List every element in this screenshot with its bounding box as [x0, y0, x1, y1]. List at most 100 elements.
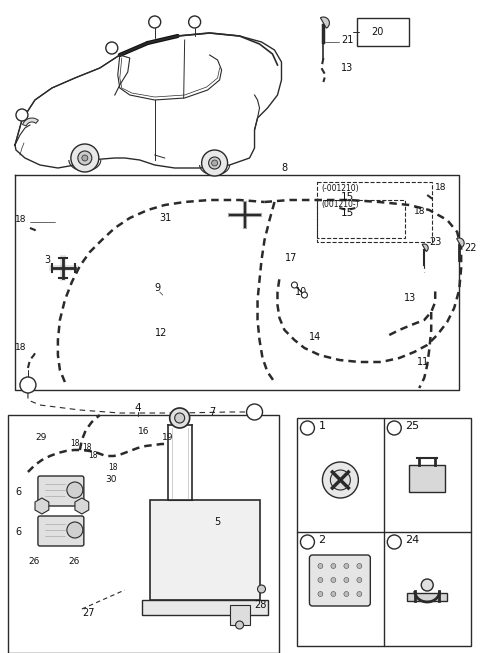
Circle shape: [301, 292, 307, 298]
Text: 18: 18: [15, 215, 26, 225]
Text: d: d: [192, 18, 197, 27]
Circle shape: [318, 564, 323, 569]
Text: 18: 18: [435, 183, 447, 193]
Bar: [150, 500, 260, 600]
Circle shape: [318, 577, 323, 582]
Text: 21: 21: [341, 35, 354, 45]
Text: 24: 24: [405, 535, 420, 545]
Text: 29: 29: [35, 434, 46, 443]
Text: 2: 2: [318, 535, 325, 545]
Circle shape: [258, 585, 265, 593]
Text: (001210-): (001210-): [322, 200, 359, 208]
Text: 13: 13: [404, 293, 417, 303]
Text: 5: 5: [215, 517, 221, 527]
Text: 10: 10: [294, 287, 307, 297]
Circle shape: [149, 16, 161, 28]
Circle shape: [323, 462, 359, 498]
Circle shape: [330, 470, 350, 490]
Text: 22: 22: [464, 243, 477, 253]
Text: 19: 19: [162, 434, 173, 443]
Circle shape: [212, 160, 217, 166]
Circle shape: [20, 377, 36, 393]
Circle shape: [82, 155, 88, 161]
Text: 26: 26: [68, 558, 79, 567]
Circle shape: [170, 408, 190, 428]
Circle shape: [209, 157, 221, 169]
Circle shape: [344, 592, 349, 596]
Text: 31: 31: [160, 213, 172, 223]
Circle shape: [344, 577, 349, 582]
Text: 18: 18: [414, 208, 426, 217]
Text: 17: 17: [285, 253, 297, 263]
Circle shape: [189, 16, 201, 28]
Wedge shape: [321, 17, 329, 28]
Text: 1: 1: [318, 421, 325, 431]
Text: 18: 18: [108, 464, 117, 473]
Text: b: b: [109, 44, 114, 52]
FancyBboxPatch shape: [310, 555, 371, 606]
Text: 18: 18: [70, 439, 79, 447]
Bar: [142, 600, 267, 615]
Polygon shape: [407, 593, 447, 601]
Text: 6: 6: [15, 487, 21, 497]
Text: a: a: [305, 424, 310, 432]
Circle shape: [202, 150, 228, 176]
Text: 3: 3: [44, 255, 50, 265]
Circle shape: [331, 564, 336, 569]
Text: 25: 25: [405, 421, 420, 431]
Circle shape: [78, 151, 92, 165]
Text: c: c: [305, 537, 310, 547]
Text: 4: 4: [134, 403, 141, 413]
Bar: [298, 418, 471, 646]
Text: 13: 13: [341, 63, 354, 73]
Text: 27: 27: [82, 608, 95, 618]
Bar: [357, 18, 409, 46]
FancyBboxPatch shape: [38, 476, 84, 506]
Circle shape: [331, 577, 336, 582]
Polygon shape: [75, 498, 89, 514]
Bar: [229, 605, 250, 625]
Text: b: b: [392, 424, 397, 432]
Wedge shape: [23, 118, 38, 126]
Bar: [317, 200, 405, 238]
Text: a: a: [20, 110, 24, 119]
Text: 18: 18: [15, 343, 26, 351]
Circle shape: [421, 579, 433, 591]
Circle shape: [236, 621, 243, 629]
Circle shape: [357, 564, 362, 569]
Polygon shape: [409, 465, 445, 492]
Text: 15: 15: [341, 192, 354, 202]
Text: 18: 18: [82, 443, 91, 453]
Circle shape: [67, 482, 83, 498]
Text: 23: 23: [429, 237, 442, 247]
Circle shape: [175, 413, 185, 423]
Circle shape: [300, 421, 314, 435]
Text: 26: 26: [28, 558, 39, 567]
Text: 11: 11: [417, 357, 430, 367]
Text: 12: 12: [155, 328, 167, 338]
Text: 30: 30: [105, 475, 116, 485]
Circle shape: [387, 535, 401, 549]
Circle shape: [387, 421, 401, 435]
Bar: [8, 415, 279, 653]
Circle shape: [357, 592, 362, 596]
Circle shape: [106, 42, 118, 54]
Circle shape: [318, 592, 323, 596]
Text: d: d: [392, 537, 397, 547]
Text: 20: 20: [371, 27, 384, 37]
Text: 16: 16: [138, 428, 149, 436]
Circle shape: [344, 564, 349, 569]
Text: 6: 6: [15, 527, 21, 537]
Circle shape: [357, 577, 362, 582]
Circle shape: [16, 109, 28, 121]
Circle shape: [331, 592, 336, 596]
Circle shape: [71, 144, 99, 172]
Text: 9: 9: [155, 283, 161, 293]
Bar: [317, 182, 432, 242]
Wedge shape: [456, 238, 464, 247]
Text: c: c: [153, 18, 157, 27]
Text: 8: 8: [281, 163, 288, 173]
FancyBboxPatch shape: [38, 516, 84, 546]
Polygon shape: [35, 498, 49, 514]
Circle shape: [291, 282, 298, 288]
